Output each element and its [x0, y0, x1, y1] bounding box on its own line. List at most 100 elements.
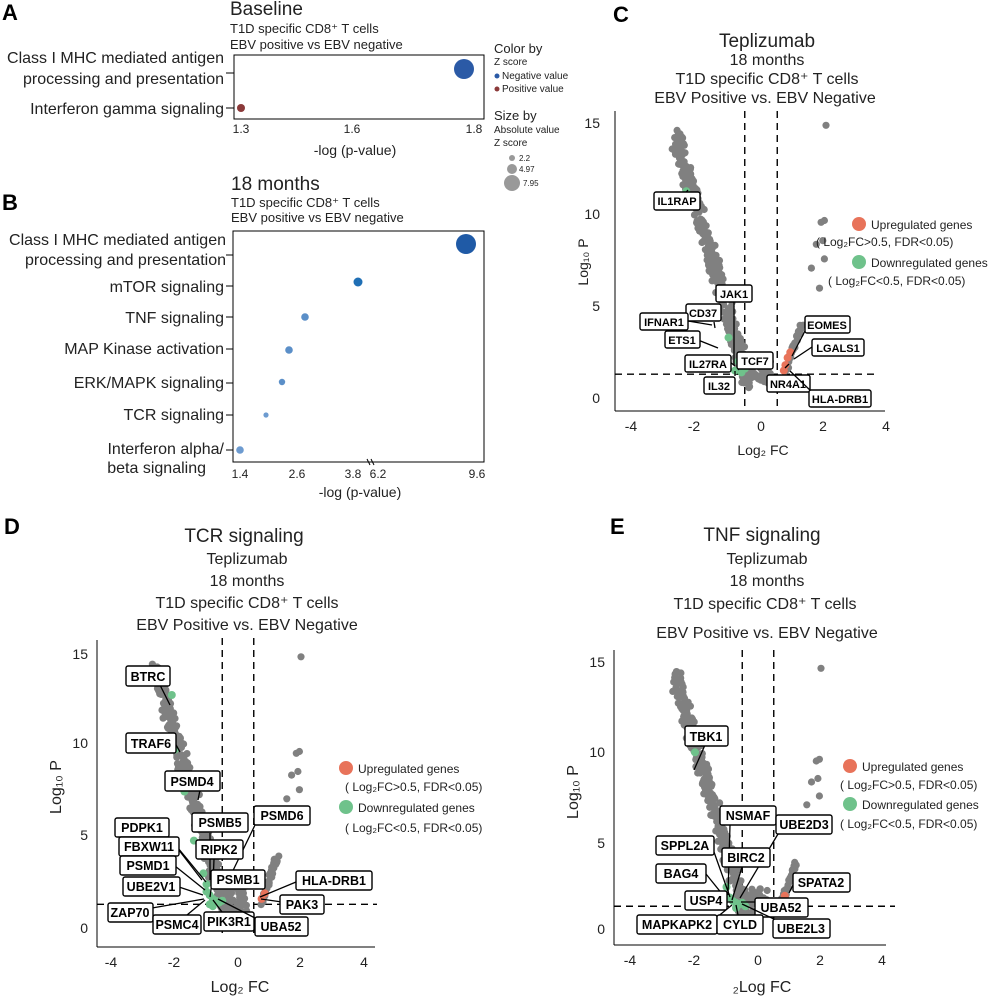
- c-gene-lgals1: LGALS1: [816, 343, 859, 355]
- gene-point: [730, 868, 738, 876]
- panel-b-subtitle-1: T1D specific CD8⁺ T cells: [231, 195, 380, 210]
- gene-point: [674, 676, 682, 684]
- e-gene-sppl2a: SPPL2A: [661, 839, 710, 853]
- gene-point: [706, 803, 714, 811]
- d-gene-ripk2: RIPK2: [201, 843, 238, 857]
- gene-point: [812, 240, 820, 248]
- d-gene-pak3: PAK3: [286, 898, 318, 912]
- d-legend-up: Upregulated genes: [358, 762, 459, 776]
- gene-point: [817, 218, 825, 226]
- c-ytick-15: 15: [584, 115, 600, 131]
- c-ytick-5: 5: [592, 298, 600, 314]
- panel-b-ylabel-1a: Class I MHC mediated antigen: [9, 232, 226, 249]
- d-gene-psmb1: PSMB1: [216, 873, 259, 887]
- c-legend-up: Upregulated genes: [871, 218, 972, 232]
- e-xtick-5: 4: [878, 952, 886, 968]
- d-gene-psmd6: PSMD6: [260, 809, 303, 823]
- e-xtick-1: -4: [624, 952, 637, 968]
- e-gene-nsmaf: NSMAF: [726, 809, 771, 823]
- legend-color-subtitle: Z score: [494, 57, 528, 68]
- e-xtick-3: 0: [754, 952, 762, 968]
- c-legend-up-marker: [852, 217, 866, 231]
- legend-size-small: [509, 155, 515, 161]
- panel-e-volcano: [614, 650, 895, 937]
- gene-point: [178, 764, 186, 772]
- e-gene-tbk1: TBK1: [690, 730, 723, 744]
- panel-d: D TCR signaling Teplizumab 18 months T1D…: [4, 514, 482, 996]
- gene-point: [682, 704, 690, 712]
- gene-point: [292, 749, 300, 757]
- c-xtick-5: 4: [882, 418, 890, 434]
- gene-point: [236, 893, 244, 901]
- e-legend-up: Upregulated genes: [862, 760, 963, 774]
- d-gene-psmb5: PSMB5: [198, 816, 241, 830]
- panel-e: E TNF signaling Teplizumab 18 months T1D…: [565, 514, 979, 996]
- gene-point: [748, 892, 756, 900]
- panel-a: A Baseline T1D specific CD8⁺ T cells EBV…: [2, 0, 569, 191]
- panel-a-subtitle-1: T1D specific CD8⁺ T cells: [230, 21, 379, 36]
- gene-point: [815, 792, 824, 800]
- gene-point: [822, 121, 830, 129]
- gene-point: [177, 743, 185, 752]
- panel-e-title-1: TNF signaling: [703, 525, 820, 546]
- gene-point: [166, 701, 174, 710]
- d-ytick-5: 5: [80, 827, 88, 843]
- gene-point: [705, 266, 713, 275]
- gene-point: [706, 257, 714, 265]
- panel-a-plot-frame: [233, 54, 485, 120]
- point-a-ifng: [237, 104, 245, 112]
- d-ytick-0: 0: [80, 920, 88, 936]
- e-gene-ube2d3: UBE2D3: [779, 818, 828, 832]
- c-gene-il32: IL32: [708, 381, 730, 393]
- d-xtick-3: 0: [234, 954, 242, 970]
- point-b-mhc: [456, 234, 476, 254]
- gene-point: [681, 713, 689, 722]
- legend-size-mid: [507, 164, 517, 174]
- panel-c-title-2: 18 months: [730, 52, 805, 69]
- c-xtick-3: 0: [757, 418, 765, 434]
- c-gene-labels: IL1RAP JAK1 CD37 IFNAR1 ETS1 IL27RA TCF7…: [639, 189, 872, 408]
- gene-point: [807, 778, 816, 786]
- legend-size-large: [504, 175, 520, 191]
- panel-e-title-4: T1D specific CD8⁺ T cells: [673, 596, 856, 613]
- gene-point: [712, 253, 720, 261]
- tick-b-1: 1.4: [232, 467, 249, 481]
- gene-point: [294, 767, 302, 776]
- gene-point: [672, 140, 680, 148]
- d-xtick-5: 4: [360, 954, 368, 970]
- gene-point: [715, 266, 723, 274]
- panel-a-subtitle-2: EBV positive vs EBV negative: [230, 37, 403, 52]
- gene-point: [782, 885, 790, 893]
- panel-label-c: C: [613, 2, 629, 27]
- e-legend-up-cond: ( Log₂FC>0.5, FDR<0.05): [840, 778, 977, 792]
- d-gene-hladrb1: HLA-DRB1: [302, 874, 366, 888]
- e-ytick-5: 5: [597, 835, 605, 851]
- gene-point: [685, 179, 693, 187]
- d-ytick-10: 10: [72, 735, 88, 751]
- gene-point: [679, 688, 687, 696]
- panel-a-ylabel-2: Interferon gamma signaling: [30, 101, 224, 118]
- gene-point: [229, 896, 237, 904]
- c-legend-down-cond: ( Log₂FC<0.5, FDR<0.05): [828, 274, 965, 288]
- gene-point: [763, 886, 771, 895]
- gene-point: [736, 883, 744, 891]
- c-xtick-4: 2: [819, 418, 827, 434]
- panel-e-xlabel: ₂Log FC: [733, 979, 792, 996]
- panel-b-plot-frame: [232, 230, 485, 463]
- point-b-mtor: [353, 277, 363, 287]
- d-gene-pik3r1: PIK3R1: [207, 915, 251, 929]
- c-ytick-0: 0: [592, 390, 600, 406]
- gene-point: [702, 790, 710, 798]
- tick-b-5: 9.6: [469, 467, 486, 481]
- panel-label-d: D: [4, 514, 20, 539]
- gene-point: [180, 752, 188, 760]
- downregulated-gene-point: [167, 691, 176, 699]
- c-gene-il27ra: IL27RA: [689, 359, 727, 371]
- gene-point: [812, 757, 820, 765]
- gene-point: [699, 225, 707, 233]
- gene-point: [790, 862, 798, 870]
- gene-point: [756, 372, 764, 380]
- panel-b-ylabel-7b: beta signaling: [107, 460, 206, 477]
- e-gene-cyld: CYLD: [723, 918, 757, 932]
- downregulated-gene-point: [724, 333, 733, 342]
